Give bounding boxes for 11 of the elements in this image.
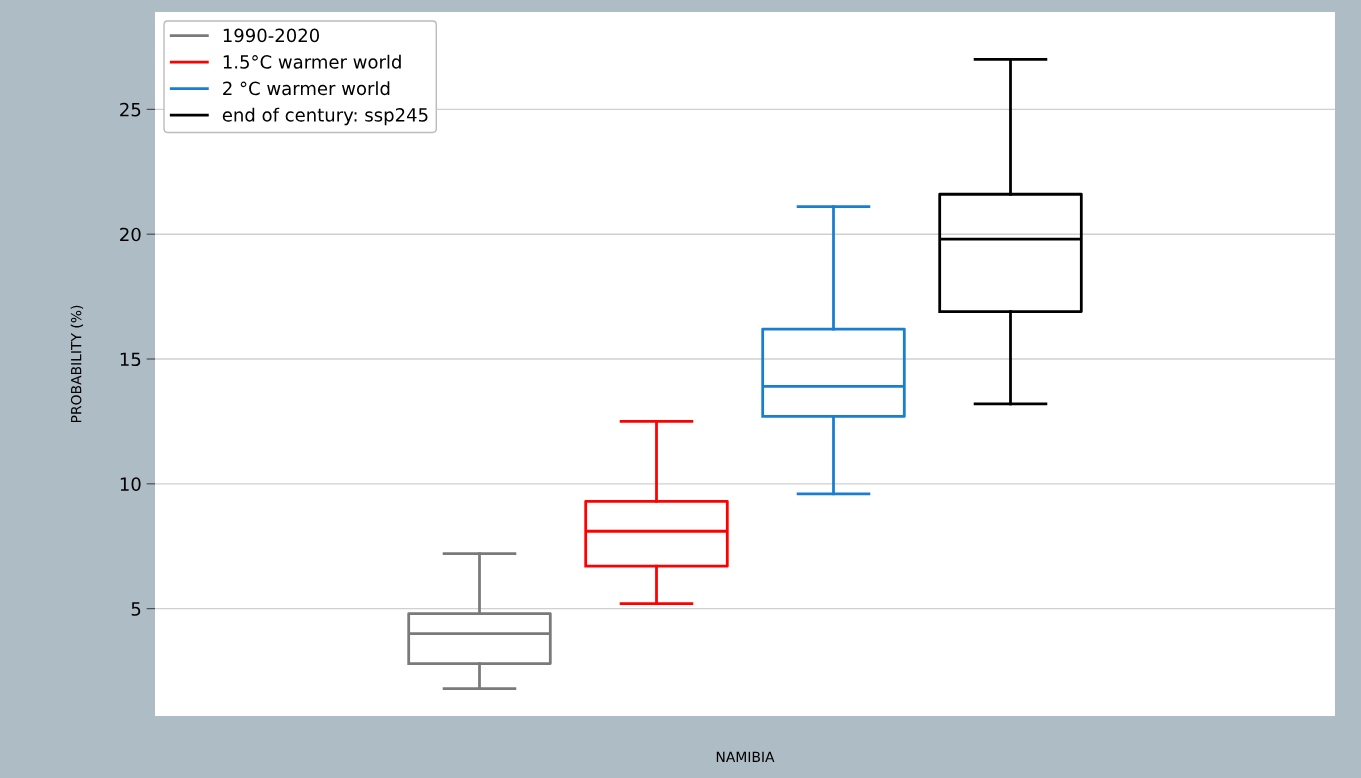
legend-label: 2 °C warmer world xyxy=(223,81,390,96)
y-tick-label: 20 xyxy=(120,227,141,242)
legend-label: end of century: ssp245 xyxy=(222,107,428,126)
legend-label: 1.5°C warmer world xyxy=(223,54,401,69)
x-axis-title: NAMIBIA xyxy=(716,751,775,762)
y-axis-title: PROBABILITY (%) xyxy=(70,305,84,423)
y-tick-label: 5 xyxy=(131,602,141,616)
y-tick-label: 15 xyxy=(120,352,141,367)
y-tick-label: 25 xyxy=(120,102,141,117)
legend-label: 1990-2020 xyxy=(223,28,320,43)
y-tick-label: 10 xyxy=(120,477,141,491)
